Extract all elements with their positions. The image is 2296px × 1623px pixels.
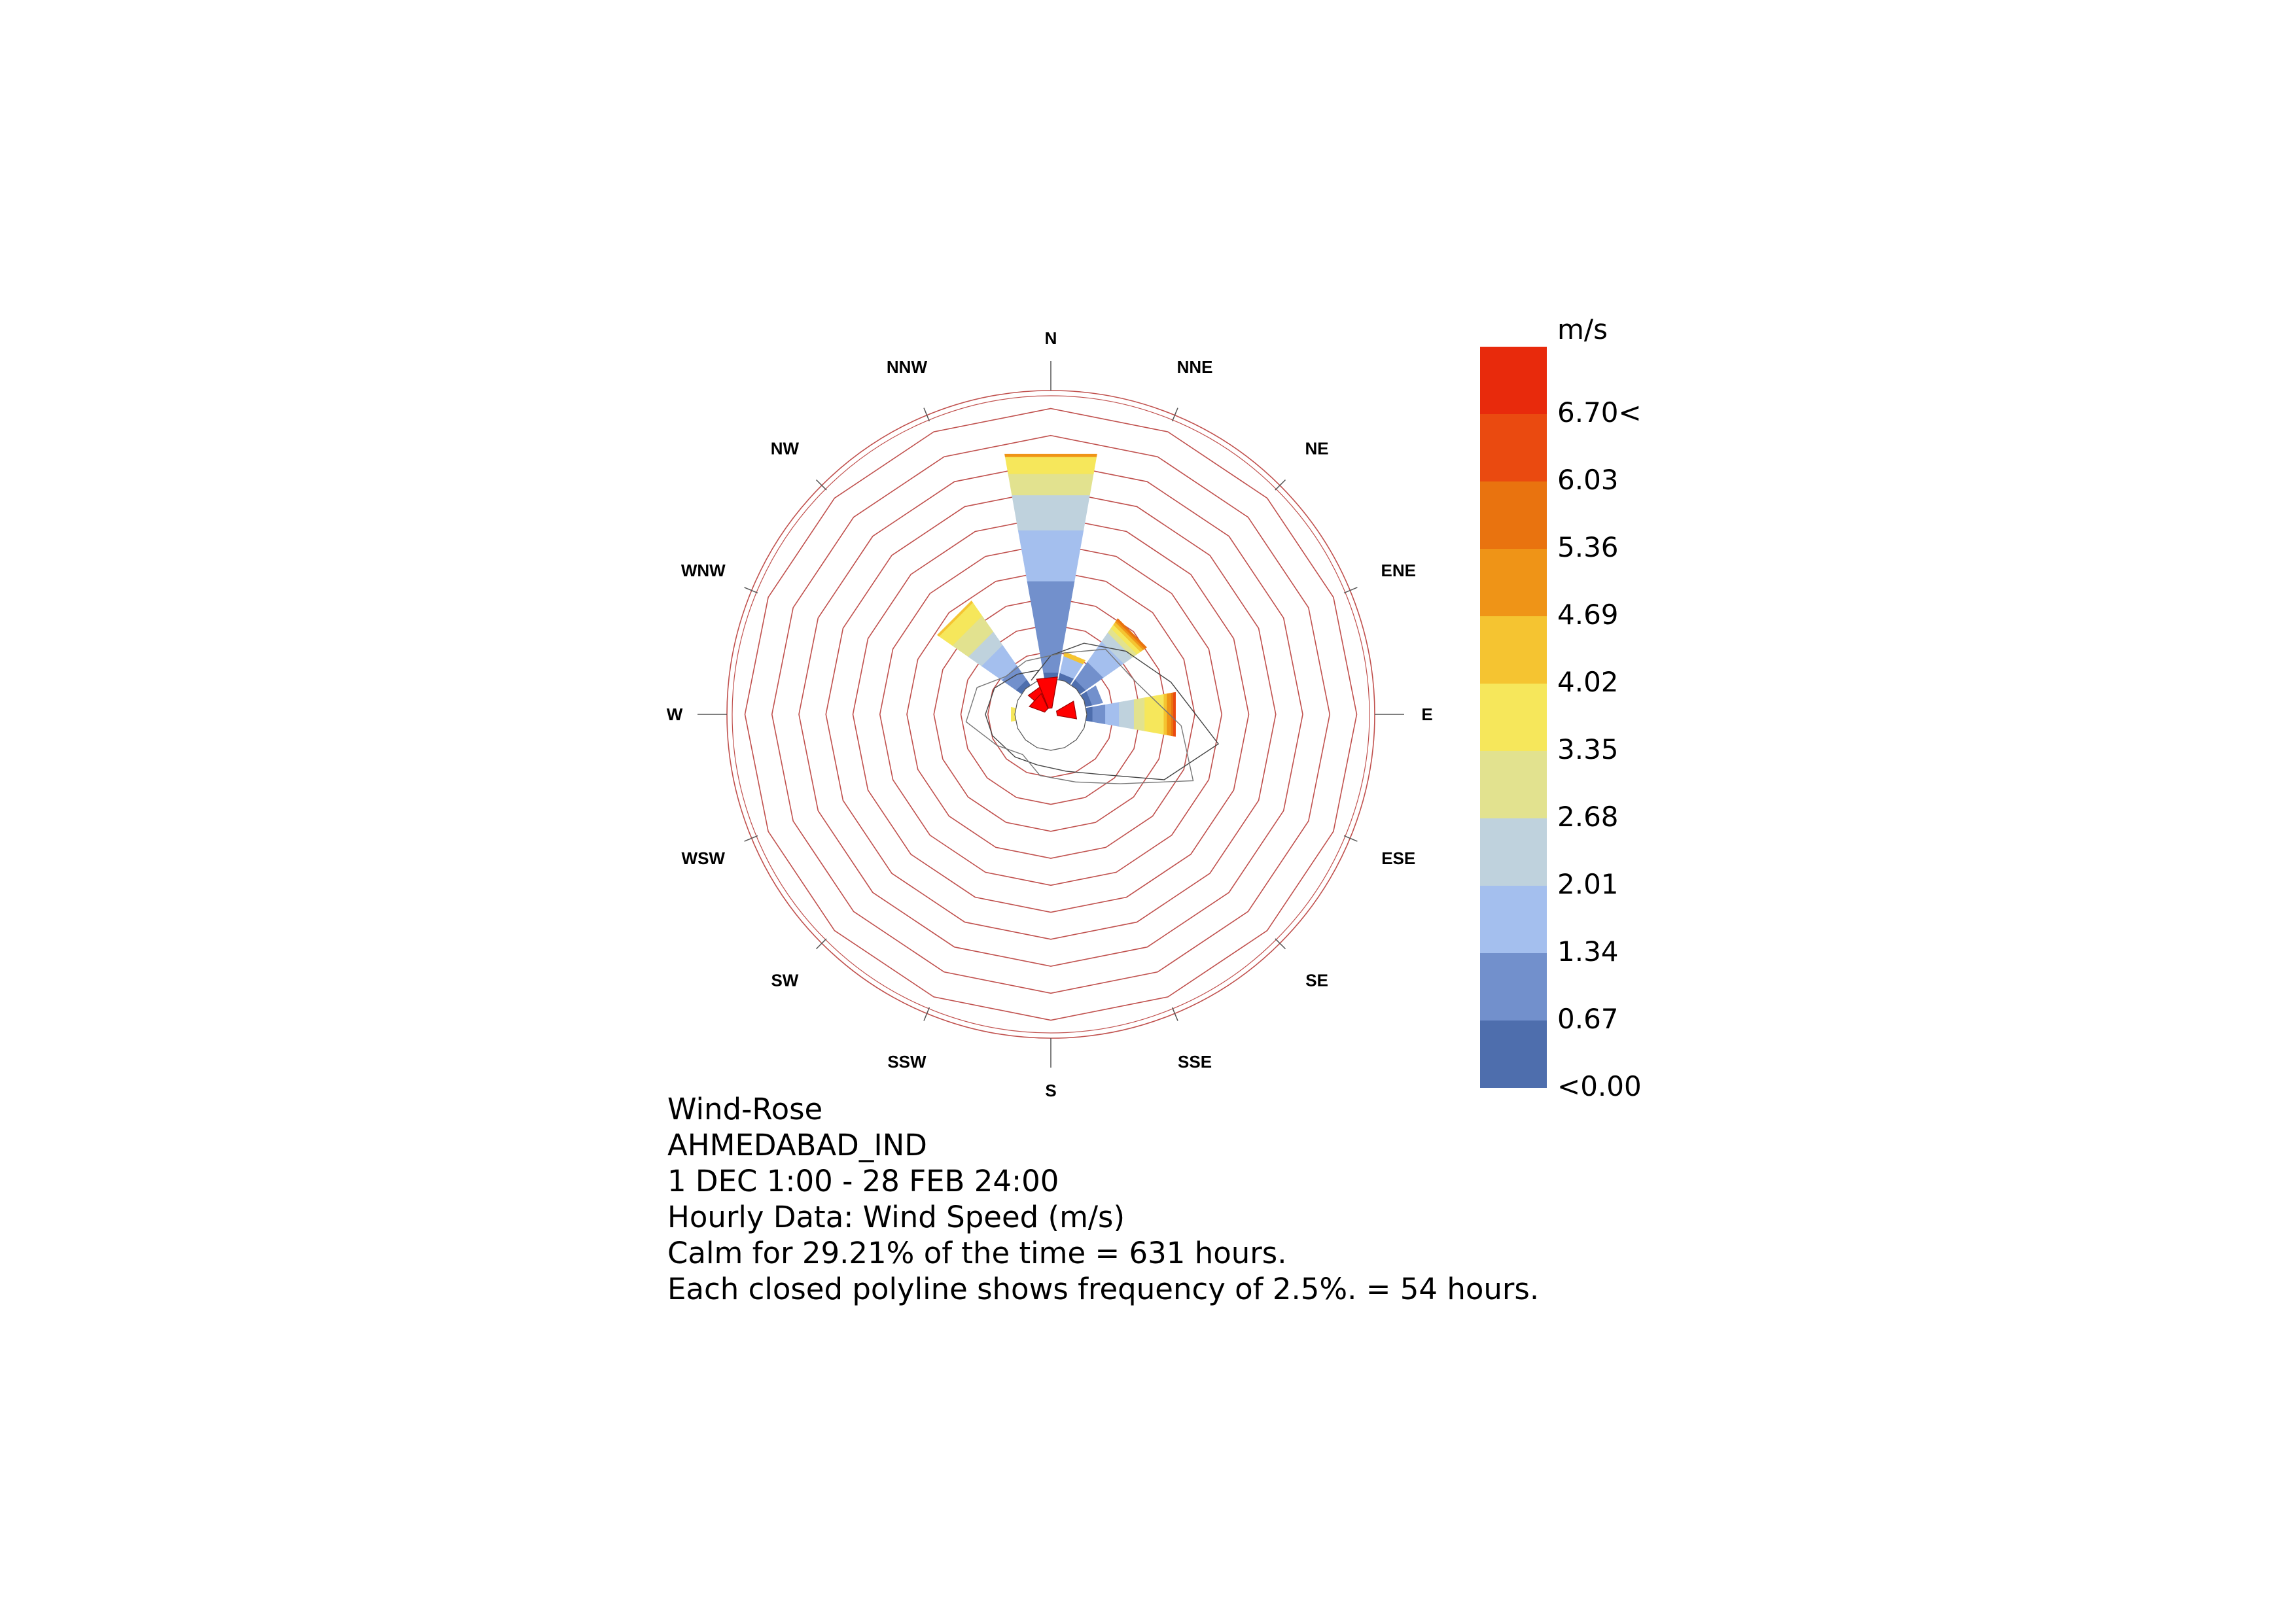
petal-segment-ene [1086,685,1103,706]
frequency-ring [906,570,1195,859]
frequency-ring [852,515,1250,913]
direction-label-wnw: WNW [681,561,726,580]
direction-tick [744,835,758,842]
legend-label: 2.01 [1557,868,1619,900]
direction-label-ene: ENE [1381,561,1415,580]
direction-tick [815,479,827,491]
legend-swatch [1480,751,1547,818]
legend-swatch [1480,347,1547,414]
frequency-ring [960,623,1142,805]
direction-tick [1275,479,1286,491]
legend-label: 1.34 [1557,935,1619,968]
petal-segment-e [1163,693,1167,735]
frequency-ring [744,408,1358,1021]
petal-segment-e [1133,697,1145,731]
direction-label-nw: NW [771,438,800,458]
direction-tick [1343,587,1358,594]
legend-label: 0.67 [1557,1003,1619,1035]
petal-segment-n [1012,495,1090,531]
petal-segment-ne [1116,618,1147,649]
legend-swatch [1480,953,1547,1021]
petal-segment-e [1092,704,1106,725]
legend-label: 3.35 [1557,733,1619,765]
legend-swatch [1480,684,1547,751]
direction-label-nne: NNE [1177,357,1213,377]
petal-segment-e [1105,702,1120,727]
legend-swatch [1480,481,1547,549]
legend-label: 4.69 [1557,599,1619,631]
petal-segment-n [1008,473,1094,496]
caption-calm: Calm for 29.21% of the time = 631 hours. [667,1236,1287,1270]
overlay-polyline [985,642,1220,780]
legend-label: 6.70< [1557,396,1642,428]
petal-segment-nw [936,600,973,637]
direction-label-sw: SW [771,971,798,990]
caption-location: AHMEDABAD_IND [667,1128,927,1162]
direction-label-e: E [1421,705,1432,724]
direction-tick [1275,938,1286,950]
legend-label: 6.03 [1557,464,1619,496]
direction-tick [815,938,827,950]
petal-segment-e [1119,699,1135,729]
legend-unit: m/s [1557,313,1608,345]
calm-block [1029,693,1049,713]
direction-labels: N NNE NE ENE E ESE SE SSE S SSW SW WSW W WNW NW NNW [667,328,1433,1100]
petal-segment-n [1004,453,1097,457]
calm-hub [1014,676,1087,751]
direction-ticks [698,361,1404,1068]
legend-swatch [1480,616,1547,684]
direction-label-se: SE [1305,971,1328,990]
legend-swatch [1480,414,1547,481]
petal-segment-e [1173,691,1176,737]
petal-segment-e [1086,707,1093,722]
frequency-ring [798,462,1303,967]
direction-tick [1171,408,1178,422]
frequency-ring [933,597,1169,832]
chart-caption: Wind-Rose AHMEDABAD_IND 1 DEC 1:00 - 28 … [667,1091,1539,1307]
frequency-ring [771,434,1331,994]
speed-legend: m/s 6.70< 6.03 5.36 4.69 4.02 3.35 2.68 2.01 1.34… [1480,313,1642,1102]
legend-swatch [1480,886,1547,953]
direction-label-sse: SSE [1178,1052,1212,1072]
caption-data-type: Hourly Data: Wind Speed (m/s) [667,1200,1125,1234]
legend-swatch [1480,1021,1547,1088]
caption-title: Wind-Rose [667,1092,823,1126]
direction-label-n: N [1045,328,1057,348]
calm-block [1055,701,1078,720]
overlay-polyline [965,648,1194,784]
direction-label-ese: ESE [1381,848,1415,868]
legend-label: 4.02 [1557,666,1619,698]
temperature-polylines [965,642,1220,784]
direction-tick [923,408,930,422]
direction-tick [923,1007,930,1021]
outer-circle-inner [732,395,1370,1034]
petal-segment-n [1017,530,1084,582]
frequency-ring [879,542,1223,886]
frequency-ring [825,489,1277,940]
direction-tick [1343,835,1358,842]
petal-segment-n [1004,456,1097,474]
petal-segment-e [1171,692,1174,737]
direction-label-ssw: SSW [887,1052,927,1072]
direction-label-ne: NE [1305,438,1329,458]
caption-polyline-note: Each closed polyline shows frequency of … [667,1272,1540,1306]
legend-label: <0.00 [1557,1070,1642,1102]
direction-tick [744,587,758,594]
direction-tick [1171,1007,1178,1021]
direction-label-nnw: NNW [887,357,928,377]
direction-label-w: W [667,705,683,724]
legend-swatch [1480,818,1547,886]
legend-label: 5.36 [1557,531,1619,563]
legend-label: 2.68 [1557,801,1619,833]
caption-period: 1 DEC 1:00 - 28 FEB 24:00 [667,1164,1059,1198]
direction-label-s: S [1045,1081,1056,1100]
direction-label-wsw: WSW [682,848,726,868]
legend-swatch [1480,549,1547,616]
